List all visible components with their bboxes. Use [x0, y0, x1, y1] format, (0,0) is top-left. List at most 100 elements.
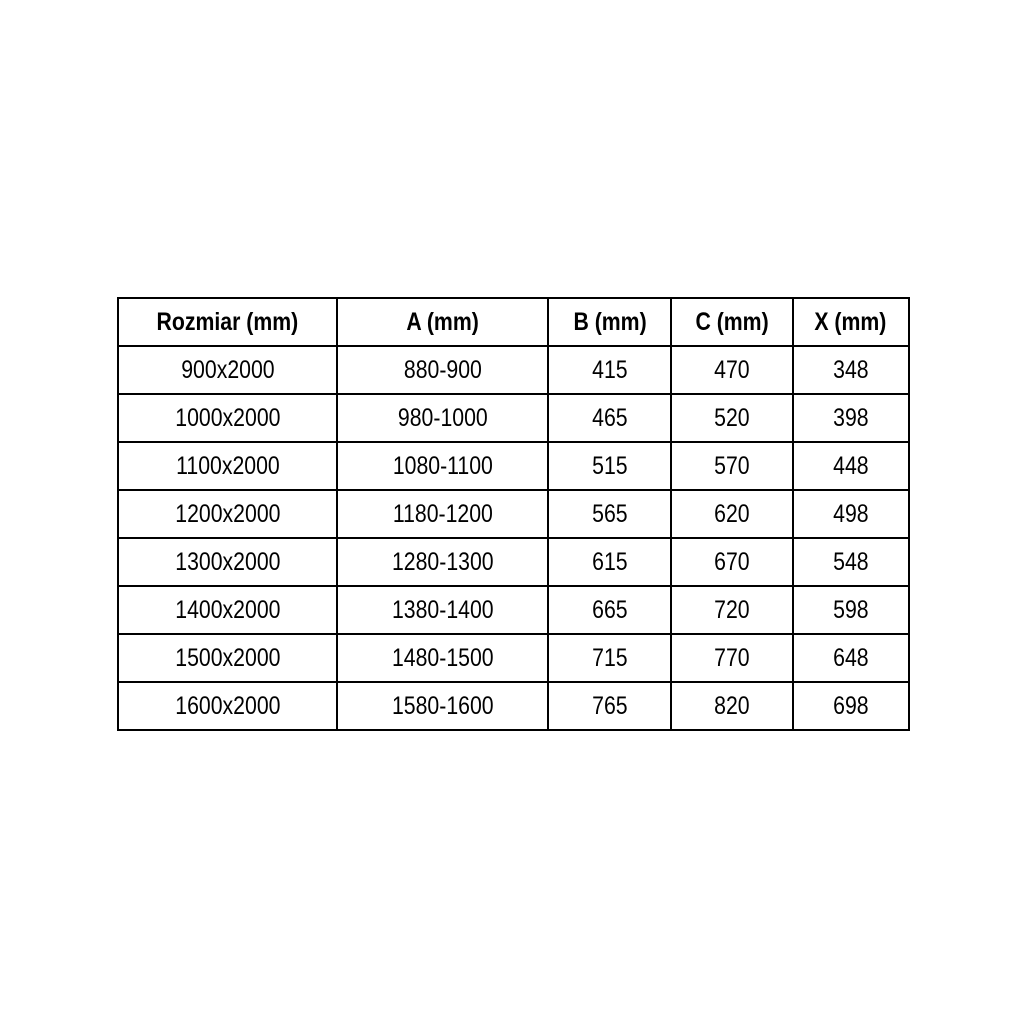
cell-text: 720: [714, 595, 750, 624]
cell-text: 598: [833, 595, 869, 624]
cell-text: 615: [591, 547, 628, 576]
cell-text: 900x2000: [180, 355, 275, 384]
table-cell: 1500x2000: [116, 633, 339, 683]
table-cell: 1480-1500: [336, 633, 550, 683]
cell-text: 1300x2000: [174, 547, 281, 576]
cell-text: 415: [591, 355, 628, 384]
table-cell: 665: [547, 585, 672, 635]
cell-text: 548: [833, 547, 869, 576]
table-cell: 1400x2000: [116, 585, 339, 635]
column-header: C (mm): [669, 297, 794, 347]
column-header: X (mm): [791, 297, 911, 347]
cell-text: 448: [833, 451, 869, 480]
table-cell: 620: [669, 489, 794, 539]
size-table-container: Rozmiar (mm) A (mm) B (mm) C (mm) X (mm) 900…: [116, 297, 911, 731]
cell-text: 1400x2000: [174, 595, 281, 624]
table-cell: 715: [547, 633, 672, 683]
cell-text: 620: [714, 499, 750, 528]
table-cell: 470: [669, 345, 794, 395]
table-row: 1100x2000 1080-1100 515 570 448: [116, 441, 911, 491]
column-header: Rozmiar (mm): [116, 297, 339, 347]
cell-text: 498: [833, 499, 869, 528]
cell-text: 1080-1100: [392, 451, 493, 480]
table-cell: 348: [791, 345, 911, 395]
table-header-row: Rozmiar (mm) A (mm) B (mm) C (mm) X (mm): [116, 297, 911, 347]
table-cell: 1380-1400: [336, 585, 550, 635]
table-row: 900x2000 880-900 415 470 348: [116, 345, 911, 395]
table-cell: 648: [791, 633, 911, 683]
column-header-label: A (mm): [406, 307, 479, 336]
column-header: B (mm): [547, 297, 672, 347]
table-cell: 448: [791, 441, 911, 491]
table-cell: 1000x2000: [116, 393, 339, 443]
table-cell: 698: [791, 681, 911, 731]
table-cell: 770: [669, 633, 794, 683]
cell-text: 1000x2000: [174, 403, 281, 432]
table-cell: 1300x2000: [116, 537, 339, 587]
cell-text: 565: [591, 499, 628, 528]
cell-text: 465: [591, 403, 628, 432]
table-cell: 1580-1600: [336, 681, 550, 731]
table-row: 1300x2000 1280-1300 615 670 548: [116, 537, 911, 587]
table-cell: 1200x2000: [116, 489, 339, 539]
table-cell: 515: [547, 441, 672, 491]
cell-text: 570: [714, 451, 750, 480]
table-row: 1600x2000 1580-1600 765 820 698: [116, 681, 911, 731]
cell-text: 980-1000: [397, 403, 488, 432]
cell-text: 515: [591, 451, 628, 480]
table-cell: 765: [547, 681, 672, 731]
cell-text: 665: [591, 595, 628, 624]
cell-text: 1100x2000: [175, 451, 280, 480]
cell-text: 1200x2000: [174, 499, 281, 528]
column-header-label: C (mm): [695, 307, 769, 336]
table-row: 1200x2000 1180-1200 565 620 498: [116, 489, 911, 539]
table-cell: 415: [547, 345, 672, 395]
table-row: 1500x2000 1480-1500 715 770 648: [116, 633, 911, 683]
cell-text: 1500x2000: [174, 643, 281, 672]
cell-text: 1280-1300: [391, 547, 494, 576]
table-cell: 1280-1300: [336, 537, 550, 587]
cell-text: 1180-1200: [392, 499, 493, 528]
column-header-label: Rozmiar (mm): [156, 307, 299, 336]
table-cell: 1080-1100: [336, 441, 550, 491]
cell-text: 470: [714, 355, 750, 384]
table-cell: 720: [669, 585, 794, 635]
table-cell: 598: [791, 585, 911, 635]
table-cell: 670: [669, 537, 794, 587]
cell-text: 1380-1400: [391, 595, 494, 624]
cell-text: 1600x2000: [174, 691, 281, 720]
table-cell: 980-1000: [336, 393, 550, 443]
table-cell: 1100x2000: [116, 441, 339, 491]
cell-text: 770: [714, 643, 750, 672]
table-cell: 465: [547, 393, 672, 443]
table-row: 1400x2000 1380-1400 665 720 598: [116, 585, 911, 635]
cell-text: 715: [591, 643, 628, 672]
size-spec-table: Rozmiar (mm) A (mm) B (mm) C (mm) X (mm) 900…: [116, 297, 911, 731]
table-row: 1000x2000 980-1000 465 520 398: [116, 393, 911, 443]
table-cell: 1600x2000: [116, 681, 339, 731]
table-cell: 615: [547, 537, 672, 587]
cell-text: 820: [714, 691, 750, 720]
cell-text: 398: [833, 403, 869, 432]
cell-text: 880-900: [403, 355, 482, 384]
cell-text: 1580-1600: [391, 691, 494, 720]
table-cell: 498: [791, 489, 911, 539]
cell-text: 348: [833, 355, 869, 384]
table-cell: 1180-1200: [336, 489, 550, 539]
cell-text: 765: [591, 691, 628, 720]
cell-text: 520: [714, 403, 750, 432]
table-cell: 570: [669, 441, 794, 491]
table-cell: 398: [791, 393, 911, 443]
table-cell: 548: [791, 537, 911, 587]
table-cell: 900x2000: [116, 345, 339, 395]
column-header: A (mm): [336, 297, 550, 347]
cell-text: 648: [833, 643, 869, 672]
cell-text: 1480-1500: [391, 643, 494, 672]
cell-text: 698: [833, 691, 869, 720]
table-cell: 565: [547, 489, 672, 539]
table-cell: 820: [669, 681, 794, 731]
column-header-label: B (mm): [572, 307, 647, 336]
table-cell: 880-900: [336, 345, 550, 395]
column-header-label: X (mm): [814, 307, 887, 336]
